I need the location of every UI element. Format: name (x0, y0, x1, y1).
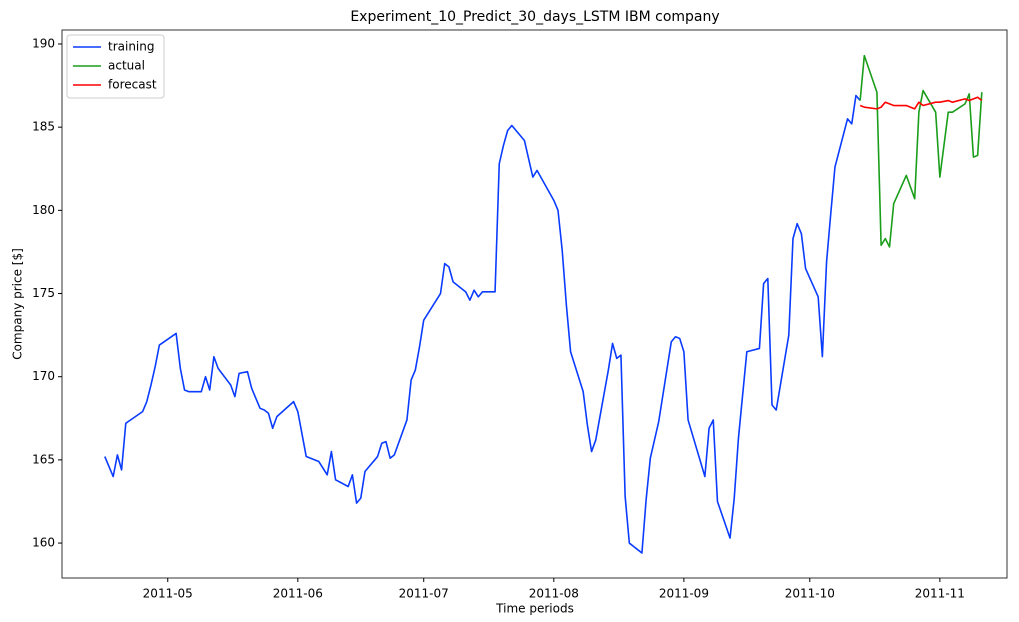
legend-label: forecast (108, 78, 157, 92)
x-tick-label: 2011-08 (529, 587, 579, 601)
y-tick-label: 175 (32, 286, 55, 300)
y-tick-label: 190 (32, 36, 55, 50)
line-series (104, 94, 861, 554)
chart-title: Experiment_10_Predict_30_days_LSTM IBM c… (350, 9, 719, 25)
y-tick-label: 185 (32, 120, 55, 134)
y-tick-label: 180 (32, 203, 55, 217)
x-tick-label: 2011-06 (273, 587, 323, 601)
plot-frame (61, 29, 1008, 579)
legend-box (66, 34, 165, 99)
x-tick-label: 2011-10 (785, 587, 835, 601)
y-axis-label: Company price [$] (11, 248, 25, 360)
line-series (859, 54, 983, 248)
legend-label: actual (108, 59, 145, 73)
y-tick-label: 170 (32, 369, 55, 383)
x-tick-label: 2011-05 (143, 587, 193, 601)
x-tick-label: 2011-11 (915, 587, 965, 601)
legend-label: training (108, 40, 155, 54)
y-tick-label: 165 (32, 452, 55, 466)
line-series (859, 96, 983, 110)
y-tick-label: 160 (32, 536, 55, 550)
x-tick-label: 2011-07 (399, 587, 449, 601)
x-tick-label: 2011-09 (659, 587, 709, 601)
x-axis-label: Time periods (495, 602, 574, 616)
